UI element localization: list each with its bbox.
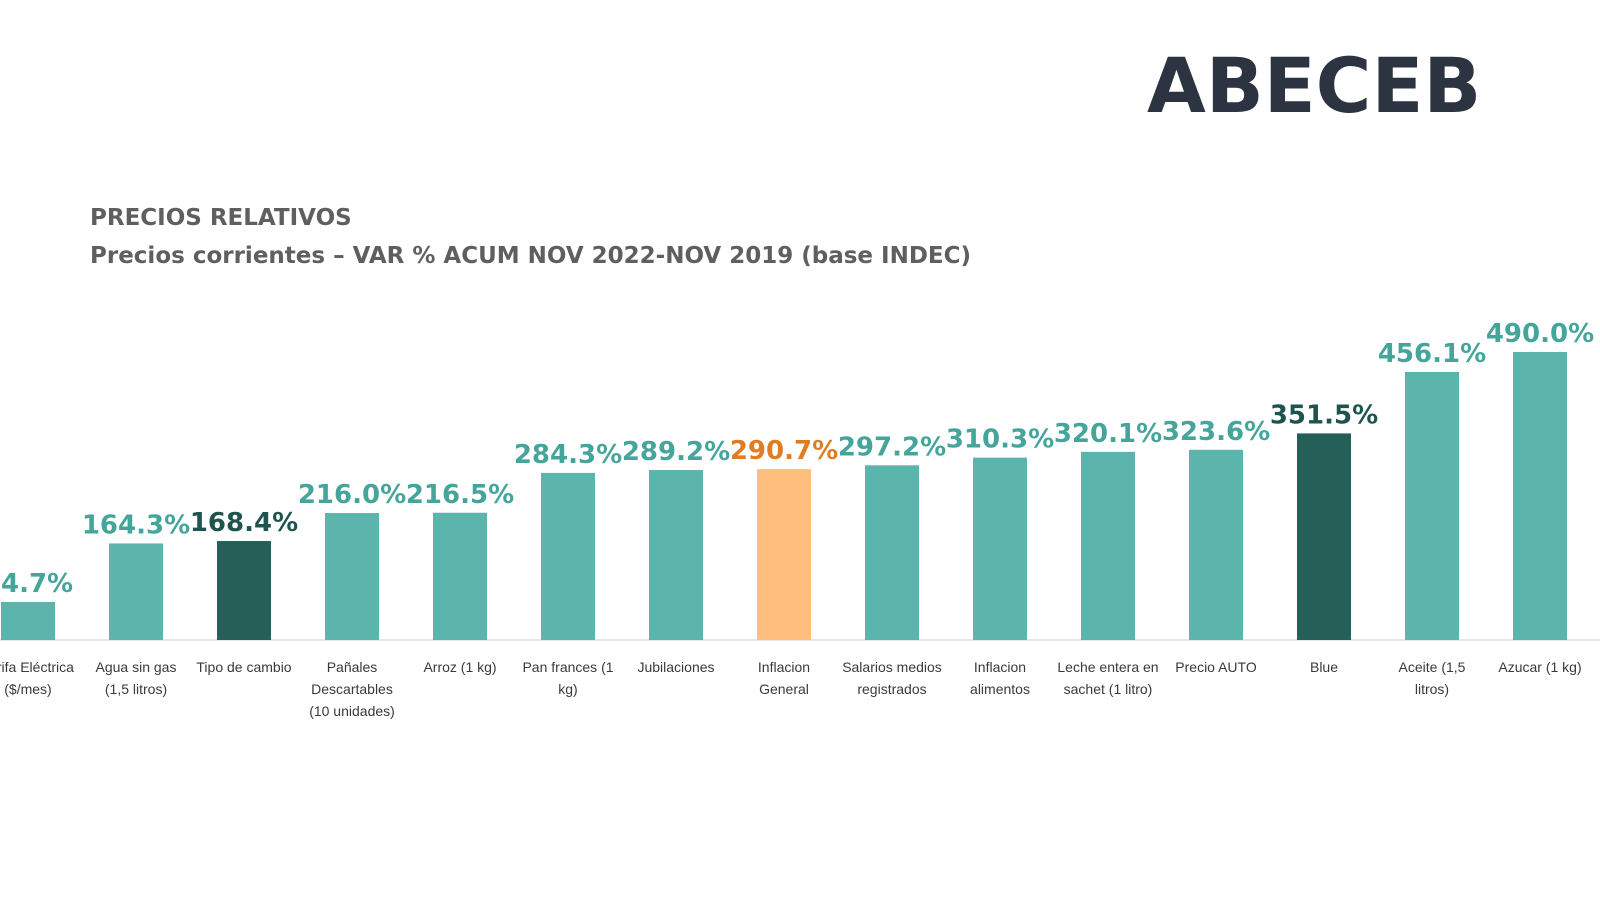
value-label: 490.0% bbox=[1486, 319, 1594, 349]
value-label: 216.0% bbox=[298, 480, 406, 510]
bar bbox=[1, 601, 55, 640]
value-label: 216.5% bbox=[406, 480, 514, 510]
x-tick-label: Pan frances (1 kg) bbox=[522, 659, 614, 697]
chart-title: PRECIOS RELATIVOS bbox=[90, 205, 352, 231]
value-label: 164.3% bbox=[82, 510, 190, 540]
value-label: 351.5% bbox=[1270, 400, 1378, 430]
value-label: 456.1% bbox=[1378, 339, 1486, 369]
bar bbox=[865, 465, 919, 640]
chart-subtitle: Precios corrientes – VAR % ACUM NOV 2022… bbox=[90, 243, 971, 269]
bar bbox=[1189, 449, 1243, 640]
bar bbox=[325, 513, 379, 640]
value-label: 297.2% bbox=[838, 432, 946, 462]
bar bbox=[1405, 371, 1459, 640]
value-label: 64.7% bbox=[0, 569, 73, 599]
bar bbox=[1513, 352, 1567, 640]
x-tick-label: Agua sin gas (1,5 litros) bbox=[95, 659, 177, 697]
bar bbox=[217, 541, 271, 640]
bar bbox=[109, 543, 163, 640]
x-tick-label: Tarifa Eléctrica ($/mes) bbox=[0, 659, 74, 697]
x-tick-label: Precio AUTO bbox=[1175, 659, 1257, 675]
value-label: 289.2% bbox=[622, 437, 730, 467]
value-label: 290.7% bbox=[730, 436, 838, 466]
x-tick-label: Blue bbox=[1309, 659, 1339, 675]
x-tick-label: Inflacion General bbox=[757, 659, 811, 697]
x-tick-label: Pañales Descartables (10 unidades) bbox=[309, 659, 395, 719]
x-tick-label: Jubilaciones bbox=[637, 659, 715, 675]
x-tick-label: Azucar (1 kg) bbox=[1498, 659, 1582, 675]
x-tick-label: Aceite (1,5 litros) bbox=[1398, 659, 1466, 697]
x-tick-label: Salarios medios registrados bbox=[842, 659, 942, 697]
x-tick-label: Tipo de cambio bbox=[196, 659, 292, 675]
bar bbox=[973, 457, 1027, 640]
bar bbox=[1297, 433, 1351, 640]
bar bbox=[757, 469, 811, 640]
value-label: 310.3% bbox=[946, 425, 1054, 455]
x-tick-label: Leche entera en sachet (1 litro) bbox=[1057, 659, 1159, 697]
value-label: 284.3% bbox=[514, 440, 622, 470]
logo: ABECEB bbox=[1147, 41, 1481, 130]
bar bbox=[649, 470, 703, 640]
bar bbox=[1081, 451, 1135, 640]
x-tick-label: Inflacion alimentos bbox=[970, 659, 1030, 697]
value-label: 323.6% bbox=[1162, 417, 1270, 447]
value-label: 168.4% bbox=[190, 508, 298, 538]
bar bbox=[433, 512, 487, 640]
x-tick-label: Arroz (1 kg) bbox=[423, 659, 497, 675]
value-label: 320.1% bbox=[1054, 419, 1162, 449]
bar bbox=[541, 472, 595, 640]
